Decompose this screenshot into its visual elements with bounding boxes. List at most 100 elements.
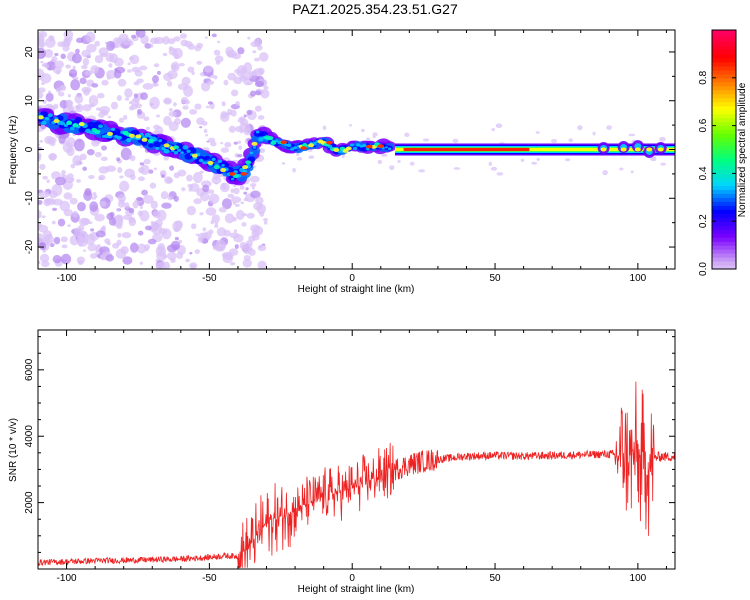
noise-speckle (422, 138, 430, 142)
noise-speckle (257, 115, 265, 120)
noise-speckle (142, 82, 154, 90)
noise-speckle (116, 95, 123, 102)
noise-speckle (322, 125, 327, 131)
ridge-blob (290, 147, 295, 151)
noise-speckle (568, 138, 574, 143)
noise-speckle (237, 47, 245, 55)
noise-speckle (59, 200, 71, 212)
noise-speckle (168, 121, 179, 132)
noise-speckle (77, 237, 88, 247)
noise-speckle (162, 52, 168, 57)
noise-speckle (263, 221, 268, 225)
noise-speckle (211, 214, 220, 224)
noise-speckle (60, 236, 68, 243)
noise-speckle (164, 98, 171, 104)
noise-speckle (202, 184, 210, 193)
ridge-highlight (207, 160, 214, 165)
ridge-highlight (326, 140, 333, 145)
noise-speckle (134, 69, 143, 77)
bottom-y-tick-label: 4000 (24, 425, 35, 448)
noise-speckle (139, 162, 145, 166)
ridge-blob (284, 143, 288, 147)
ridge-blob (44, 116, 50, 121)
noise-speckle (397, 160, 401, 163)
ridge-blob (155, 146, 160, 150)
noise-speckle (163, 72, 173, 82)
noise-speckle (227, 108, 233, 115)
noise-speckle (245, 187, 249, 191)
bottom-y-tick-label: 2000 (24, 491, 35, 514)
noise-speckle (203, 128, 208, 134)
noise-speckle (179, 33, 187, 39)
noise-speckle (153, 83, 159, 87)
spectrogram-data (38, 30, 675, 269)
noise-speckle (214, 55, 224, 63)
noise-speckle (250, 41, 260, 48)
noise-speckle (133, 93, 139, 99)
ridge-highlight (345, 146, 352, 151)
noise-speckle (281, 161, 286, 165)
noise-speckle (258, 148, 265, 154)
noise-speckle (144, 247, 149, 252)
noise-speckle (255, 90, 262, 96)
noise-speckle (59, 99, 68, 109)
noise-speckle (239, 128, 244, 134)
noise-speckle (150, 220, 155, 225)
ridge-blob (41, 120, 47, 125)
noise-speckle (52, 207, 58, 211)
noise-speckle (180, 96, 189, 104)
noise-speckle (42, 175, 48, 180)
noise-speckle (122, 38, 132, 46)
noise-speckle (44, 198, 54, 204)
noise-speckle (176, 251, 184, 260)
noise-speckle (199, 212, 204, 216)
noise-speckle (204, 65, 213, 73)
ridge-highlight (240, 172, 247, 176)
noise-speckle (128, 216, 136, 223)
ridge-blob (74, 116, 83, 123)
noise-speckle (70, 79, 81, 91)
noise-speckle (606, 125, 612, 130)
noise-speckle (74, 138, 85, 152)
noise-speckle (166, 80, 173, 87)
noise-speckle (495, 123, 503, 129)
noise-speckle (254, 105, 262, 112)
noise-speckle (233, 141, 239, 145)
noise-speckle (88, 174, 95, 180)
ridge-blob (255, 130, 260, 134)
noise-speckle (96, 244, 101, 247)
top-y-tick-label: 0 (24, 146, 35, 152)
ridge-highlight (213, 165, 220, 170)
noise-speckle (619, 167, 624, 171)
ridge-highlight (600, 147, 607, 152)
noise-speckle (196, 60, 203, 65)
ridge-highlight (191, 153, 198, 158)
noise-speckle (172, 102, 177, 107)
noise-speckle (94, 67, 99, 71)
noise-speckle (136, 108, 143, 115)
noise-speckle (81, 86, 92, 94)
noise-speckle (140, 164, 150, 176)
noise-speckle (94, 151, 102, 158)
noise-speckle (592, 131, 596, 136)
colorbar-tick-label: 0.8 (698, 70, 709, 84)
ridge-blob (249, 151, 254, 155)
noise-speckle (63, 39, 71, 48)
noise-speckle (211, 33, 217, 38)
noise-speckle (166, 251, 177, 261)
noise-speckle (191, 223, 197, 230)
noise-speckle (143, 116, 150, 121)
top-y-tick-label: 10 (24, 95, 35, 107)
noise-speckle (40, 260, 50, 268)
noise-speckle (63, 30, 74, 40)
noise-speckle (173, 172, 180, 179)
bottom-x-tick-label: -50 (202, 573, 217, 584)
top-y-tick-label: -10 (24, 191, 35, 206)
noise-speckle (153, 167, 158, 171)
ridge-highlight (94, 129, 101, 134)
noise-speckle (194, 249, 200, 255)
noise-speckle (88, 94, 99, 107)
ridge-highlight (106, 131, 113, 136)
noise-speckle (144, 225, 152, 231)
noise-speckle (215, 60, 221, 65)
